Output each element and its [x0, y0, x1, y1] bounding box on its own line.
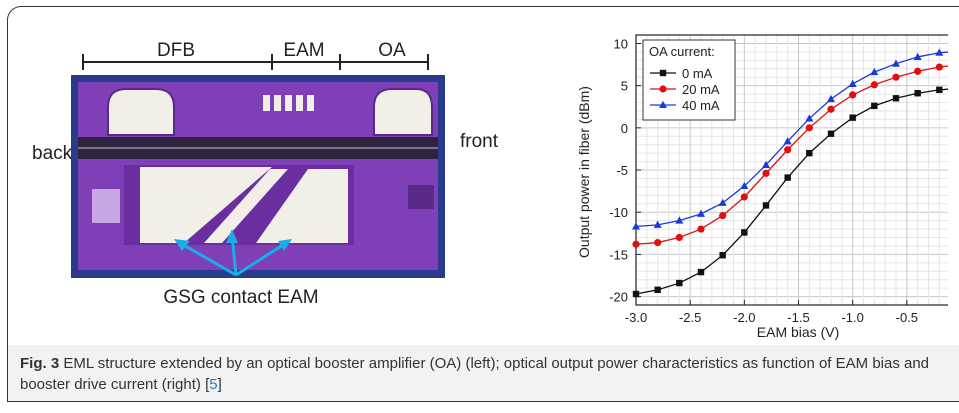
oa-side-pad [408, 185, 434, 209]
legend-marker [659, 100, 667, 108]
series-line-1 [635, 65, 948, 245]
data-point [718, 198, 727, 206]
data-point [697, 209, 705, 217]
data-point [697, 268, 705, 276]
data-point [935, 63, 943, 71]
legend-marker [659, 85, 667, 93]
caption-label: Fig. 3 [20, 355, 60, 372]
ground-pad-right [256, 169, 348, 243]
oa-top-pad [373, 88, 433, 136]
data-point [849, 91, 857, 99]
data-point [935, 48, 944, 56]
data-point [676, 279, 683, 287]
x-tick-label: -2.0 [733, 310, 755, 325]
ground-pad-left [140, 167, 272, 243]
y-tick-label: 5 [621, 79, 628, 94]
y-tick-label: -5 [616, 163, 628, 178]
label-front: front [460, 131, 499, 152]
data-point [892, 95, 900, 102]
data-point [740, 193, 748, 201]
caption-area: Fig. 3 EML structure extended by an opti… [8, 345, 959, 401]
data-point [913, 52, 922, 60]
x-tick-label: -1.0 [841, 310, 863, 325]
data-point [783, 137, 792, 145]
y-tick-label: 10 [614, 36, 628, 51]
data-point [870, 81, 878, 89]
calibration-pattern [92, 189, 120, 223]
data-point [632, 240, 640, 248]
data-point [632, 290, 640, 298]
label-gsg-contact: GSG contact EAM [163, 287, 318, 308]
legend-label: 20 mA [682, 82, 720, 97]
data-point [806, 149, 813, 157]
series-line-2 [635, 51, 948, 228]
dfb-top-pad [107, 88, 175, 136]
data-point [741, 229, 748, 236]
x-tick-label: -3.0 [625, 310, 647, 325]
signal-pad [204, 169, 288, 243]
chart-series [632, 48, 948, 298]
data-point [740, 181, 749, 190]
figure-frame: DFB EAM OA back front [7, 6, 959, 402]
caption-end: ] [217, 376, 222, 393]
y-tick-label: -15 [609, 247, 628, 262]
y-tick-label: -10 [609, 205, 628, 220]
data-point [762, 169, 770, 177]
data-point [719, 252, 726, 259]
series-line-0 [635, 88, 948, 295]
data-point [805, 124, 813, 132]
figure-caption: Fig. 3 EML structure extended by an opti… [20, 353, 935, 395]
legend-box [642, 39, 736, 121]
caption-text: EML structure extended by an optical boo… [20, 355, 930, 393]
gsg-arrowheads [174, 229, 292, 251]
data-point [848, 79, 857, 87]
eam-probe-pads [263, 95, 314, 111]
data-point [784, 146, 792, 154]
data-point [827, 105, 835, 113]
data-point [870, 67, 879, 76]
data-point [784, 174, 791, 181]
data-point [632, 222, 640, 230]
data-point [675, 233, 683, 242]
data-point [762, 160, 770, 168]
label-dfb: DFB [157, 40, 195, 61]
chart-ylabel: Output power in fiber (dBm) [576, 86, 592, 258]
data-point [675, 216, 684, 224]
data-point [805, 114, 814, 122]
data-point [762, 202, 770, 209]
chart-ticks: 10 5 0 -5 -10 -15 -20 -3.0 -2.5 -2.0 -1.5 -1.0 -0.5 0… [609, 36, 918, 325]
x-tick-label: -2.5 [679, 310, 701, 325]
chart-xlabel: EAM bias (V) [757, 324, 839, 340]
chip-micrograph-panel: DFB EAM OA back front [32, 40, 499, 308]
data-point [914, 67, 922, 75]
data-point [827, 130, 835, 137]
data-point [719, 211, 727, 220]
data-point [697, 225, 705, 233]
label-back: back [32, 143, 73, 164]
data-point [849, 114, 856, 121]
x-tick-label: -1.5 [787, 310, 809, 325]
label-oa: OA [378, 40, 406, 61]
caption-reference-link[interactable]: 5 [209, 376, 218, 393]
legend-label: 0 mA [682, 66, 713, 81]
legend-label: 40 mA [682, 98, 720, 113]
x-tick-label: -0.5 [896, 310, 918, 325]
data-point [827, 94, 835, 103]
y-tick-label: -20 [609, 290, 628, 305]
data-point [653, 220, 662, 228]
output-power-chart: 10 5 0 -5 -10 -15 -20 -3.0 -2.5 -2.0 -1.5 -1.0 -0.5 0… [576, 34, 948, 340]
data-point [892, 59, 900, 67]
data-point [654, 286, 661, 294]
data-point [914, 90, 921, 97]
data-point [936, 86, 943, 94]
data-point [654, 238, 662, 247]
data-point [871, 102, 878, 110]
label-eam: EAM [283, 40, 324, 61]
y-tick-label: 0 [621, 121, 628, 136]
legend-marker [659, 69, 667, 77]
legend-title: OA current: [649, 44, 715, 59]
data-point [892, 73, 900, 81]
